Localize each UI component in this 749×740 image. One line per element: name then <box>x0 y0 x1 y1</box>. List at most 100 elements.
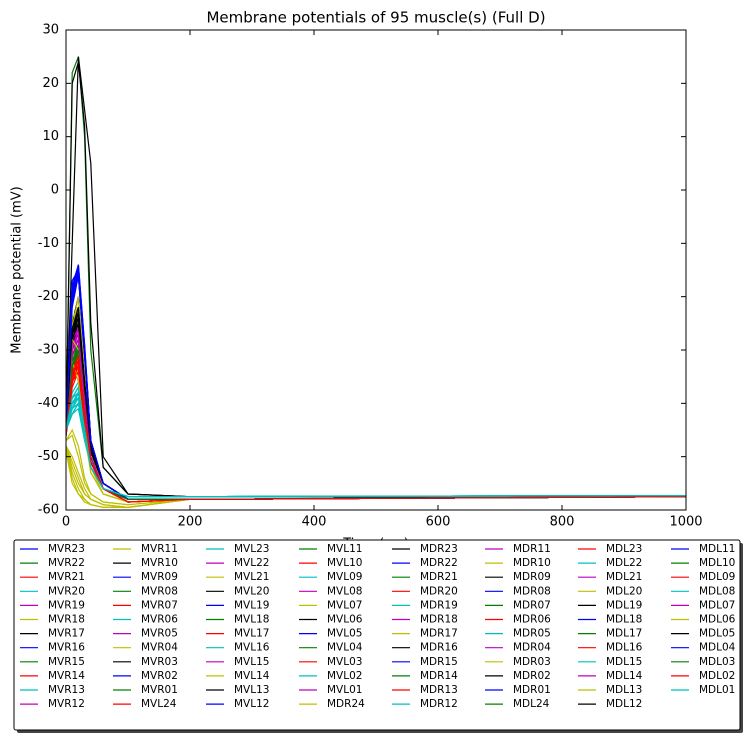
legend-label: MDR09 <box>513 571 551 583</box>
legend-label: MDR06 <box>513 614 551 626</box>
legend-label: MDR13 <box>420 684 458 696</box>
legend-box <box>13 539 741 731</box>
legend-label: MVR23 <box>48 543 85 555</box>
legend-label: MDR17 <box>420 628 458 640</box>
legend: MVR23 MVR22 MVR21 MVR20 MVR19 MVR18 MVR17 MVR16… <box>13 539 743 733</box>
legend-label: MDR05 <box>513 628 551 640</box>
legend-label: MVR22 <box>48 557 85 569</box>
legend-label: MVL05 <box>327 628 362 640</box>
legend-label: MDR20 <box>420 585 458 597</box>
legend-label: MVL15 <box>234 656 269 668</box>
x-tick-label: 200 <box>178 515 203 530</box>
y-tick-label: -60 <box>38 503 59 518</box>
legend-label: MVR11 <box>141 543 178 555</box>
chart-title: Membrane potentials of 95 muscle(s) (Ful… <box>206 9 545 27</box>
legend-label: MDL08 <box>699 585 735 597</box>
legend-label: MVL23 <box>234 543 269 555</box>
legend-label: MDL22 <box>606 557 642 569</box>
legend-label: MDR16 <box>420 642 458 654</box>
legend-label: MVR15 <box>48 656 85 668</box>
legend-label: MVR04 <box>141 642 178 654</box>
y-tick-label: -50 <box>38 449 59 464</box>
legend-label: MDR11 <box>513 543 551 555</box>
legend-label: MVL17 <box>234 628 269 640</box>
lines <box>66 56 686 508</box>
legend-label: MDR19 <box>420 599 458 611</box>
legend-label: MVR09 <box>141 571 178 583</box>
legend-label: MVR12 <box>48 698 85 710</box>
legend-label: MDL20 <box>606 585 642 597</box>
legend-label: MDL02 <box>699 670 735 682</box>
x-tick-label: 800 <box>550 515 575 530</box>
legend-label: MDL05 <box>699 628 735 640</box>
legend-label: MVL02 <box>327 670 362 682</box>
legend-label: MVL18 <box>234 614 269 626</box>
legend-label: MVL19 <box>234 599 269 611</box>
legend-label: MVR19 <box>48 599 85 611</box>
legend-label: MDR04 <box>513 642 551 654</box>
legend-label: MVR18 <box>48 614 85 626</box>
legend-label: MDR23 <box>420 543 458 555</box>
x-tick-label: 600 <box>426 515 451 530</box>
y-axis-label: Membrane potential (mV) <box>10 186 25 353</box>
legend-label: MVL07 <box>327 599 362 611</box>
legend-label: MVR16 <box>48 642 85 654</box>
legend-label: MVL06 <box>327 614 363 626</box>
legend-label: MDR18 <box>420 614 458 626</box>
y-tick-label: -20 <box>38 289 59 304</box>
plot-area <box>66 30 686 510</box>
y-tick-label: -30 <box>38 343 59 358</box>
legend-label: MVL22 <box>234 557 269 569</box>
legend-label: MDL14 <box>606 670 643 682</box>
legend-label: MDR21 <box>420 571 458 583</box>
legend-label: MDL23 <box>606 543 642 555</box>
x-tick-label: 1000 <box>669 515 702 530</box>
legend-label: MDL10 <box>699 557 735 569</box>
legend-label: MVR06 <box>141 614 178 626</box>
legend-label: MVR01 <box>141 684 178 696</box>
legend-label: MDR12 <box>420 698 458 710</box>
legend-label: MVL08 <box>327 585 362 597</box>
legend-label: MVR07 <box>141 599 178 611</box>
x-tick-label: 0 <box>62 515 70 530</box>
y-tick-label: 0 <box>51 183 59 198</box>
legend-label: MVR10 <box>141 557 178 569</box>
legend-label: MDR22 <box>420 557 458 569</box>
y-tick-label: 10 <box>42 129 59 144</box>
legend-label: MVL11 <box>327 543 362 555</box>
legend-label: MDL19 <box>606 599 642 611</box>
legend-label: MVL10 <box>327 557 362 569</box>
legend-label: MVR20 <box>48 585 85 597</box>
x-tick-label: 400 <box>302 515 327 530</box>
legend-label: MVL09 <box>327 571 362 583</box>
legend-label: MVL12 <box>234 698 269 710</box>
legend-label: MDL18 <box>606 614 642 626</box>
legend-label: MDL13 <box>606 684 642 696</box>
legend-label: MVL16 <box>234 642 270 654</box>
series-line <box>66 434 686 506</box>
legend-label: MVL13 <box>234 684 269 696</box>
legend-label: MVL03 <box>327 656 362 668</box>
legend-label: MVR03 <box>141 656 178 668</box>
legend-label: MDL06 <box>699 614 736 626</box>
legend-label: MDR07 <box>513 599 551 611</box>
legend-label: MDL03 <box>699 656 735 668</box>
legend-label: MVL14 <box>234 670 270 682</box>
legend-label: MVR05 <box>141 628 178 640</box>
legend-label: MVL20 <box>234 585 269 597</box>
axes-frame <box>65 29 687 511</box>
legend-label: MDL01 <box>699 684 735 696</box>
legend-label: MDL12 <box>606 698 642 710</box>
legend-label: MDL21 <box>606 571 642 583</box>
series-line <box>66 61 686 498</box>
y-tick-label: 20 <box>42 76 59 91</box>
legend-label: MDR01 <box>513 684 551 696</box>
legend-label: MDL09 <box>699 571 735 583</box>
legend-label: MDR03 <box>513 656 551 668</box>
legend-label: MVR02 <box>141 670 178 682</box>
legend-label: MDR10 <box>513 557 551 569</box>
legend-label: MDL17 <box>606 628 642 640</box>
legend-label: MVR13 <box>48 684 85 696</box>
legend-label: MVR21 <box>48 571 85 583</box>
